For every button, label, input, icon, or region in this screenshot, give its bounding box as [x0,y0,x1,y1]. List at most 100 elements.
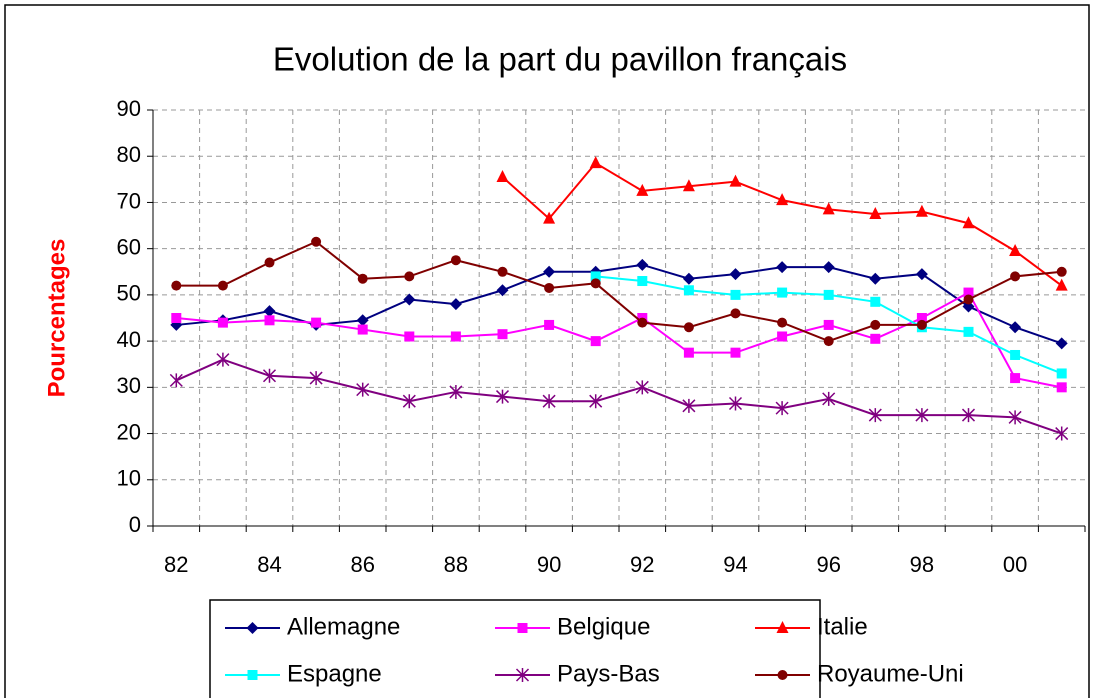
data-point [357,324,368,335]
y-tick-label: 60 [117,234,141,259]
data-point [870,319,881,330]
data-point [264,315,275,326]
series-line [176,291,1062,389]
x-tick-label: 92 [630,552,654,577]
data-point [916,319,927,330]
x-tick-label: 90 [537,552,561,577]
data-point [963,287,974,298]
data-point [495,389,510,404]
data-point [868,408,882,423]
series-line [175,358,1063,435]
data-point [1055,278,1068,291]
legend-marker [515,668,530,682]
legend-box [209,599,821,698]
data-point [450,255,461,266]
legend-label: Royaume-Uni [817,660,964,687]
y-tick-label: 80 [117,142,141,167]
y-tick-label: 40 [117,327,141,352]
data-point [962,216,975,229]
data-point [1008,410,1022,425]
data-point [730,289,741,300]
data-point [171,280,182,291]
data-point [590,271,601,282]
x-tick-label: 84 [257,552,281,577]
data-point [961,408,976,423]
data-point [636,183,649,196]
legend-marker [517,623,528,633]
data-point [682,179,695,192]
data-point [543,265,556,278]
data-point [777,287,788,298]
data-point [311,317,322,328]
data-point [637,317,648,328]
data-point [497,266,508,277]
y-tick-label: 50 [117,281,141,306]
data-point [309,371,323,386]
data-point [870,333,881,344]
data-point [777,317,788,328]
data-point [216,352,230,367]
data-point [683,347,694,358]
data-point [870,296,881,307]
data-point [823,336,834,347]
data-point [869,207,882,219]
x-tick-label: 86 [350,552,374,577]
data-point [496,284,509,297]
data-point [589,156,602,169]
data-point [730,308,741,319]
x-tick-label: 96 [816,552,840,577]
data-point [776,193,789,206]
data-point [356,382,370,397]
data-point [590,278,601,289]
data-point [311,236,322,247]
data-point [729,174,742,187]
data-point [544,319,555,330]
legend-label: Belgique [557,613,650,640]
x-tick-label: 94 [723,552,747,577]
data-point [730,347,741,358]
data-point [217,280,228,291]
legend-label: Espagne [287,660,382,687]
data-point [497,329,508,340]
data-point [402,394,416,409]
y-tick-label: 0 [129,512,141,537]
x-tick-label: 82 [164,552,188,577]
x-tick-label: 88 [444,552,468,577]
data-point [1056,368,1067,379]
y-tick-label: 70 [117,188,141,213]
data-point [1055,337,1068,350]
y-axis-label: Pourcentages [43,239,70,398]
data-point [263,305,276,318]
x-tick-label: 00 [1003,552,1027,577]
data-point [822,202,835,215]
data-point [589,394,603,409]
data-point [544,282,555,293]
data-point [1056,382,1067,393]
data-point [543,211,556,224]
legend-marker [777,670,788,680]
data-point [915,268,928,281]
data-point [171,313,182,323]
data-point [823,319,834,330]
data-point [869,272,882,285]
data-point [403,293,416,306]
data-point [1056,266,1067,277]
legend-label: Italie [817,613,868,640]
data-point [1009,243,1022,256]
data-point [775,401,789,416]
data-point [1010,349,1021,360]
data-point [1055,426,1069,441]
data-point [542,394,556,409]
data-point [590,336,601,347]
y-tick-label: 30 [117,373,141,398]
data-point [729,268,742,281]
chart-title: Evolution de la part du pavillon françai… [273,41,847,78]
data-point [217,317,228,328]
series-line [176,240,1062,343]
data-point [682,272,695,285]
data-point [635,380,649,395]
data-point [1010,271,1021,282]
legend-marker [246,622,259,634]
data-point [915,408,929,423]
y-tick-label: 20 [117,419,141,444]
